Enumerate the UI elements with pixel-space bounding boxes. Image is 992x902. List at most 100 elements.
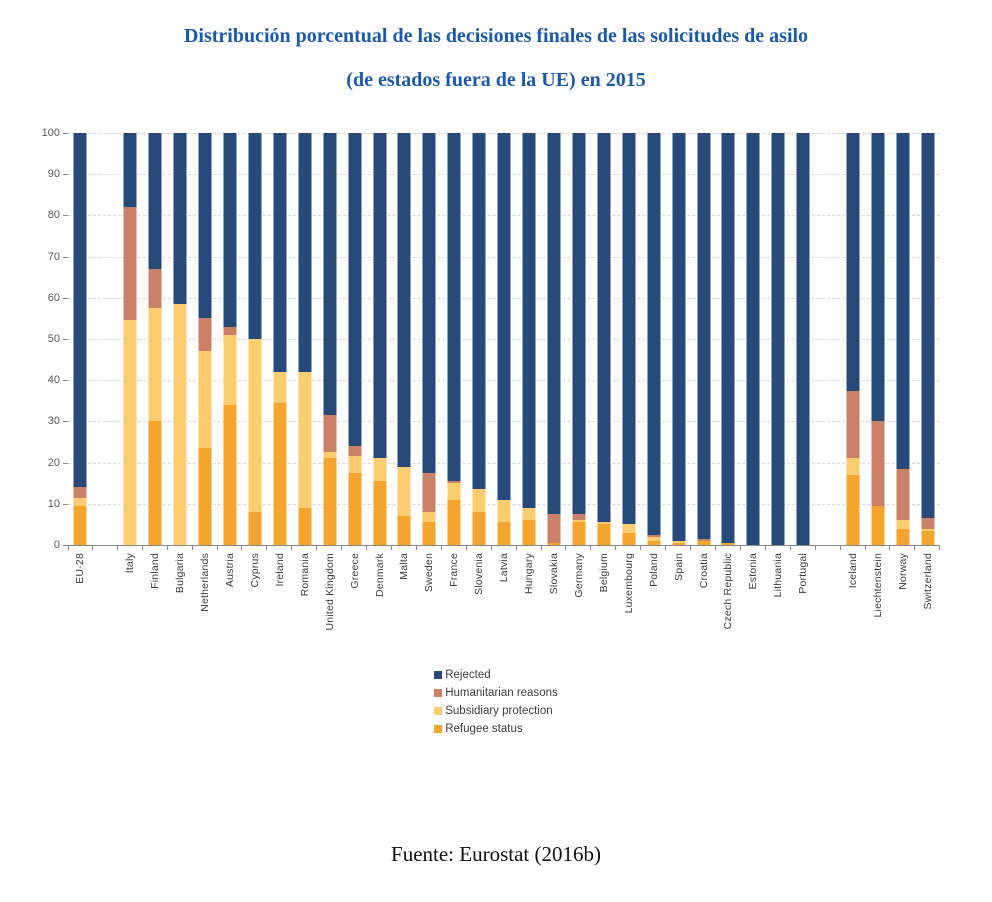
segment-rejected-eu-28 — [73, 133, 87, 488]
stacked-bar-latvia — [497, 133, 511, 545]
segment-rejected-portugal — [796, 133, 810, 545]
segment-refugee-status-austria — [223, 404, 237, 545]
segment-subsidiary-protection-italy — [123, 320, 137, 545]
y-axis-label-90: 90 — [47, 168, 60, 181]
stacked-bar-spain — [672, 133, 686, 545]
bar-slot-eu-28: EU-28 — [68, 133, 93, 584]
stacked-bar-malta — [397, 133, 411, 545]
x-axis-tick — [216, 546, 218, 550]
bar-slot-cyprus: Cyprus — [242, 133, 268, 587]
segment-rejected-belgium — [597, 133, 611, 523]
segment-humanitarian-reasons-germany — [572, 514, 586, 521]
source-caption: Fuente: Eurostat (2016b) — [391, 842, 601, 866]
bar-slot-switzerland: Switzerland — [915, 133, 941, 609]
bar-slot-liechtenstein: Liechtenstein — [866, 133, 891, 617]
segment-rejected-hungary — [522, 133, 536, 508]
bar-slot-austria: Austria — [218, 133, 243, 587]
x-axis-label-latvia: Latvia — [498, 553, 511, 583]
bar-slot-norway: Norway — [890, 133, 916, 590]
legend-label: Subsidiary protection — [445, 705, 553, 717]
segment-subsidiary-protection-germany — [572, 520, 586, 523]
x-axis-tick — [316, 546, 318, 550]
x-axis-tick — [864, 546, 866, 550]
x-axis-tick — [241, 546, 243, 550]
segment-refugee-status-liechtenstein — [871, 505, 885, 545]
y-axis-tick-60 — [63, 297, 68, 299]
segment-subsidiary-protection-greece — [348, 456, 362, 473]
y-axis-label-10: 10 — [47, 497, 60, 510]
segment-subsidiary-protection-latvia — [497, 499, 511, 523]
x-axis-tick — [789, 546, 791, 550]
stacked-bar-hungary — [522, 133, 536, 545]
segment-refugee-status-germany — [572, 522, 586, 545]
x-axis-tick — [914, 546, 916, 550]
stacked-bar-belgium — [597, 133, 611, 545]
x-axis-tick — [640, 546, 642, 550]
legend-item-refugee-status: Refugee status — [434, 720, 558, 738]
stacked-bar-romania — [298, 133, 312, 545]
chart-title-line-2: (de estados fuera de la UE) en 2015 — [346, 69, 646, 91]
x-axis-label-poland: Poland — [647, 553, 660, 587]
segment-refugee-status-czech-republic — [721, 542, 735, 545]
stacked-bar-poland — [647, 133, 661, 545]
segment-humanitarian-reasons-austria — [223, 326, 237, 335]
x-axis-label-slovenia: Slovenia — [473, 553, 486, 595]
segment-refugee-status-slovakia — [547, 542, 561, 545]
legend-swatch-icon — [434, 707, 443, 715]
stacked-bar-plot-area: 0 10 20 30 40 50 60 70 80 90 100 EU-28 Italy Finland B… — [42, 127, 941, 631]
segment-refugee-status-france — [447, 499, 461, 545]
x-axis-label-iceland: Iceland — [847, 553, 860, 589]
stacked-bar-bulgaria — [173, 133, 187, 545]
segment-humanitarian-reasons-greece — [348, 446, 362, 457]
segment-rejected-iceland — [846, 133, 860, 391]
segment-rejected-greece — [348, 133, 362, 447]
segment-refugee-status-ireland — [273, 402, 287, 545]
segment-rejected-bulgaria — [173, 133, 187, 304]
segment-subsidiary-protection-bulgaria — [173, 303, 187, 545]
segment-rejected-austria — [223, 133, 237, 327]
x-axis-tick — [939, 546, 941, 550]
y-axis-label-30: 30 — [47, 415, 60, 428]
segment-refugee-status-poland — [647, 540, 661, 545]
x-axis-tick — [191, 546, 193, 550]
y-axis-tick-40 — [63, 380, 68, 382]
x-axis-label-hungary: Hungary — [523, 553, 536, 595]
segment-refugee-status-belgium — [597, 524, 611, 545]
stacked-bar-sweden — [422, 133, 436, 545]
stacked-bar-switzerland — [921, 133, 935, 545]
segment-rejected-liechtenstein — [871, 133, 885, 422]
x-axis-tick — [166, 546, 168, 550]
x-axis-tick — [390, 546, 392, 550]
segment-subsidiary-protection-spain — [672, 540, 686, 543]
x-axis-label-luxembourg: Luxembourg — [622, 553, 635, 614]
x-axis-label-belgium: Belgium — [597, 553, 610, 593]
segment-subsidiary-protection-malta — [397, 466, 411, 517]
segment-rejected-slovakia — [547, 133, 561, 515]
bar-slot-bulgaria: Bulgaria — [168, 133, 193, 593]
segment-humanitarian-reasons-switzerland — [921, 518, 935, 529]
legend-item-subsidiary-protection: Subsidiary protection — [434, 702, 558, 720]
y-axis-tick-0 — [63, 545, 68, 546]
legend-label: Refugee status — [445, 723, 523, 735]
segment-humanitarian-reasons-norway — [896, 468, 910, 521]
x-axis-tick — [116, 546, 118, 550]
segment-rejected-romania — [298, 133, 312, 372]
stacked-bar-liechtenstein — [871, 133, 885, 545]
stacked-bar-croatia — [697, 133, 710, 545]
legend-items: Rejected Humanitarian reasons Subsidiary p… — [434, 666, 558, 738]
segment-rejected-spain — [672, 133, 686, 541]
bar-slot-denmark: Denmark — [367, 133, 392, 597]
segment-rejected-luxembourg — [622, 133, 636, 525]
x-axis-label-cyprus: Cyprus — [248, 553, 261, 588]
x-axis-line — [68, 545, 940, 546]
x-axis-tick — [415, 546, 417, 550]
x-axis-tick — [540, 546, 542, 550]
y-axis-tick-100 — [63, 133, 68, 134]
x-axis-tick — [615, 546, 617, 550]
bar-slot-slovenia: Slovenia — [467, 133, 492, 595]
y-axis-tick-10 — [63, 503, 68, 505]
bar-slot-czech-republic: Czech Republic — [716, 133, 741, 629]
bar-slot-croatia: Croatia — [691, 133, 716, 588]
y-axis-tick-90 — [63, 174, 68, 176]
segment-rejected-malta — [397, 133, 411, 467]
